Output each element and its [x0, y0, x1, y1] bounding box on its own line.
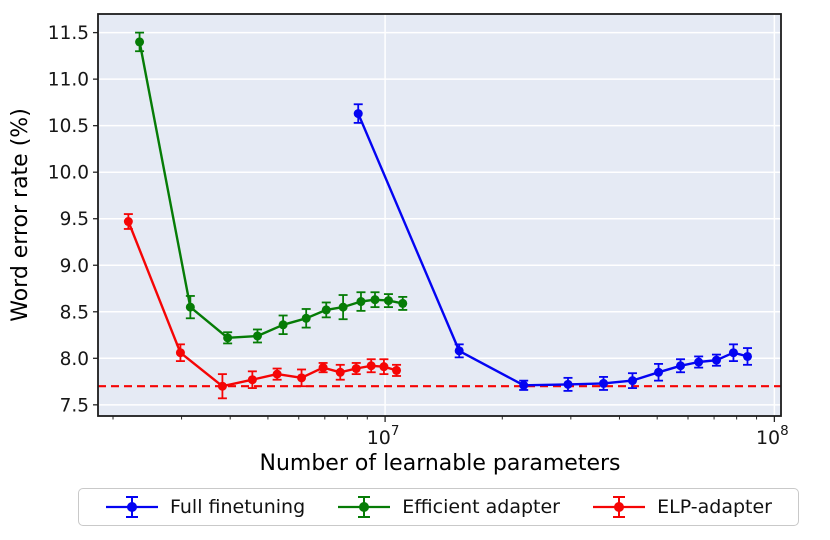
data-point-efficient-adapter	[321, 305, 331, 315]
y-tick-label: 10.0	[48, 163, 89, 184]
chart-canvas: 7.5 8.0 8.5 9.0 9.5 10.0 10.5 11.0 11.5 107 108 Wo…	[8, 13, 789, 476]
data-point-full-finetuning	[694, 357, 704, 367]
data-point-efficient-adapter	[223, 333, 233, 343]
y-tick-label: 9.0	[60, 256, 89, 277]
legend-label: Full finetuning	[170, 496, 306, 518]
data-point-elp-adapter	[217, 381, 227, 391]
x-tick-label: 108	[756, 423, 789, 449]
legend: Full finetuning Efficient adapter ELP-adap…	[78, 488, 799, 526]
legend-label: Efficient adapter	[402, 496, 560, 518]
y-tick-label: 8.0	[60, 349, 89, 370]
data-point-elp-adapter	[297, 373, 307, 383]
data-point-elp-adapter	[318, 363, 328, 373]
data-point-full-finetuning	[711, 355, 721, 365]
data-point-full-finetuning	[519, 380, 529, 390]
plot-area: 7.5 8.0 8.5 9.0 9.5 10.0 10.5 11.0 11.5 107 108	[48, 13, 789, 449]
data-point-efficient-adapter	[398, 298, 408, 308]
x-tick-label: 107	[367, 423, 400, 449]
data-point-elp-adapter	[247, 375, 257, 385]
errorbar-marker-icon	[106, 496, 158, 518]
data-point-elp-adapter	[379, 362, 389, 372]
data-point-efficient-adapter	[278, 320, 288, 330]
data-point-full-finetuning	[728, 348, 738, 358]
legend-item-full-finetuning: Full finetuning	[105, 494, 305, 520]
y-tick-label: 8.5	[60, 302, 89, 323]
data-point-efficient-adapter	[383, 296, 393, 306]
data-point-elp-adapter	[123, 217, 133, 227]
y-axis-label: Word error rate (%)	[8, 108, 33, 322]
data-point-full-finetuning	[353, 109, 363, 119]
data-point-efficient-adapter	[301, 313, 311, 323]
data-point-full-finetuning	[454, 346, 464, 356]
data-point-efficient-adapter	[135, 37, 145, 47]
legend-label: ELP-adapter	[657, 496, 772, 518]
errorbar-marker-icon	[593, 496, 646, 518]
data-point-elp-adapter	[351, 364, 361, 374]
y-tick-label: 7.5	[60, 395, 89, 416]
data-point-elp-adapter	[175, 348, 185, 358]
data-point-efficient-adapter	[185, 302, 195, 312]
x-axis-label: Number of learnable parameters	[260, 451, 621, 476]
y-tick-label: 9.5	[60, 209, 89, 230]
data-point-full-finetuning	[599, 378, 609, 388]
y-tick-label: 11.5	[48, 23, 89, 44]
data-point-full-finetuning	[563, 379, 573, 389]
data-point-efficient-adapter	[356, 297, 366, 307]
plot-background	[98, 14, 781, 416]
data-point-full-finetuning	[742, 351, 752, 361]
data-point-full-finetuning	[676, 361, 686, 371]
y-tick-label: 10.5	[48, 116, 89, 137]
plot-border	[97, 13, 782, 417]
data-point-full-finetuning	[627, 376, 637, 386]
data-point-efficient-adapter	[370, 295, 380, 305]
data-point-efficient-adapter	[338, 302, 348, 312]
data-point-full-finetuning	[654, 367, 664, 377]
data-point-elp-adapter	[366, 361, 376, 371]
data-point-efficient-adapter	[252, 331, 262, 341]
y-tick-label: 11.0	[48, 70, 89, 91]
data-point-elp-adapter	[272, 369, 282, 379]
legend-item-elp-adapter: ELP-adapter	[592, 494, 772, 520]
data-point-elp-adapter	[335, 367, 345, 377]
legend-item-efficient-adapter: Efficient adapter	[337, 494, 560, 520]
data-point-elp-adapter	[392, 365, 402, 375]
errorbar-marker-icon	[338, 496, 391, 518]
